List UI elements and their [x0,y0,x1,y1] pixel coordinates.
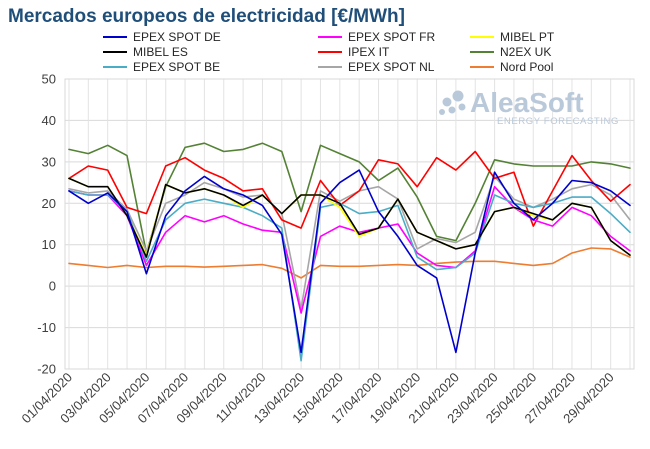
legend-label: MIBEL PT [500,30,555,44]
y-tick-label: 0 [49,279,56,294]
legend: EPEX SPOT DE EPEX SPOT FR MIBEL PT MIBEL ES… [103,30,555,74]
logo-tagline: ENERGY FORECASTING [497,116,619,127]
aleasoft-logo: AleaSoft ENERGY FORECASTING [439,87,619,127]
y-tick-label: -10 [37,320,56,335]
y-tick-label: 10 [42,237,56,252]
y-tick-label: -20 [37,362,56,377]
legend-label: MIBEL ES [133,45,188,59]
series-line-nord-pool [68,247,631,279]
series-lines [68,142,631,362]
legend-label: EPEX SPOT BE [133,60,220,74]
series-line-epex-spot-fr [68,185,631,314]
y-tick-label: 40 [42,113,56,128]
series-line-epex-spot-de [68,169,631,354]
legend-label: N2EX UK [500,45,551,59]
chart-title: Mercados europeos de electricidad [€/MWh… [8,6,405,27]
logo-emblem-icon [439,90,466,115]
gridlines [64,78,635,370]
series-line-mibel-es [68,177,631,258]
plot-area [64,78,635,370]
legend-label: IPEX IT [348,45,390,59]
legend-label: EPEX SPOT FR [348,30,435,44]
logo-name: AleaSoft [470,87,584,118]
series-line-mibel-pt [68,177,631,256]
y-tick-label: 50 [42,72,56,87]
series-line-ipex-it [68,150,631,229]
legend-label: EPEX SPOT NL [348,60,435,74]
y-tick-label: 30 [42,154,56,169]
legend-label: Nord Pool [500,60,553,74]
y-tick-label: 20 [42,196,56,211]
legend-label: EPEX SPOT DE [133,30,221,44]
axes: -20-100102030405001/04/202003/04/202005/… [18,72,616,427]
series-line-epex-spot-be [68,190,631,362]
